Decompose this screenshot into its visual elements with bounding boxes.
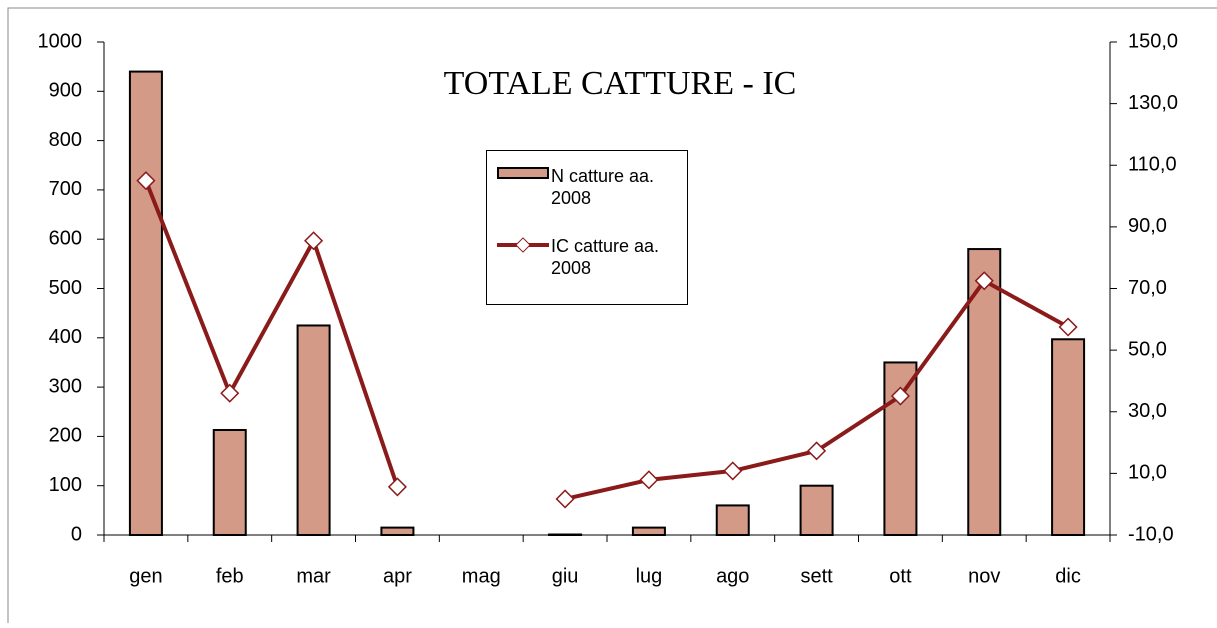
x-tick-label: apr [383,565,412,587]
bar [633,528,665,535]
y-tick-label: 600 [49,227,82,249]
y-tick-label: 100 [49,474,82,496]
line-marker [1060,319,1077,336]
bar [298,325,330,535]
y2-tick-label: 110,0 [1128,154,1177,176]
line-marker [724,462,741,479]
legend-key [495,235,551,255]
legend-label: N catture aa. 2008 [551,165,685,209]
y2-tick-label: 150,0 [1128,30,1178,52]
y-tick-label: 0 [71,523,82,545]
y-tick-label: 800 [49,129,82,151]
x-tick-label: nov [968,565,1000,587]
y-tick-label: 1000 [38,30,83,52]
x-tick-label: ott [889,565,912,587]
legend-label: IC catture aa. 2008 [551,235,685,279]
legend: N catture aa. 2008 IC catture aa. 2008 [486,150,688,305]
y-tick-label: 500 [49,277,82,299]
bar [130,72,162,535]
y2-tick-label: 70,0 [1128,277,1167,299]
bar [214,430,246,535]
bar [717,505,749,535]
x-tick-label: mar [296,565,331,587]
y2-tick-label: 50,0 [1128,338,1167,360]
y-tick-label: 400 [49,326,82,348]
x-tick-label: dic [1055,565,1081,587]
y2-tick-label: 10,0 [1128,462,1167,484]
y-tick-label: 900 [49,80,82,102]
y2-tick-label: 30,0 [1128,400,1167,422]
y-tick-label: 300 [49,375,82,397]
legend-item: IC catture aa. 2008 [495,235,685,279]
line-marker [389,478,406,495]
line-marker [640,471,657,488]
legend-item: N catture aa. 2008 [495,165,685,209]
bar [801,486,833,535]
x-tick-label: lug [636,565,663,587]
y-tick-label: 200 [49,425,82,447]
x-tick-label: ago [716,565,749,587]
y2-tick-label: 90,0 [1128,215,1167,237]
x-tick-label: mag [462,565,501,587]
y2-tick-label: 130,0 [1128,92,1178,114]
bar [968,249,1000,535]
y2-tick-label: -10,0 [1128,523,1174,545]
line-marker [557,490,574,507]
x-tick-label: gen [129,565,162,587]
bar [381,528,413,535]
y-tick-label: 700 [49,178,82,200]
x-tick-label: giu [552,565,579,587]
x-tick-label: feb [216,565,244,587]
line-marker [221,385,238,402]
chart-title: TOTALE CATTURE - IC [444,65,797,102]
legend-key [495,165,551,185]
line-marker [305,232,322,249]
x-tick-label: sett [800,565,833,587]
bar [1052,339,1084,535]
